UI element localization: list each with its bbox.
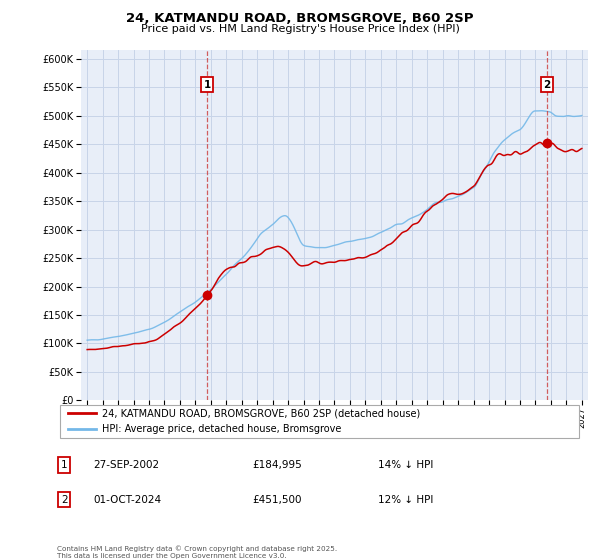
Text: 2: 2 [61,494,68,505]
Text: £451,500: £451,500 [252,494,302,505]
Text: 1: 1 [203,80,211,90]
Text: 1: 1 [61,460,68,470]
Text: 01-OCT-2024: 01-OCT-2024 [93,494,161,505]
Text: £184,995: £184,995 [252,460,302,470]
Text: 24, KATMANDU ROAD, BROMSGROVE, B60 2SP (detached house): 24, KATMANDU ROAD, BROMSGROVE, B60 2SP (… [101,408,420,418]
Text: 2: 2 [544,80,551,90]
Text: HPI: Average price, detached house, Bromsgrove: HPI: Average price, detached house, Brom… [101,424,341,435]
Text: 24, KATMANDU ROAD, BROMSGROVE, B60 2SP: 24, KATMANDU ROAD, BROMSGROVE, B60 2SP [126,12,474,25]
Text: Price paid vs. HM Land Registry's House Price Index (HPI): Price paid vs. HM Land Registry's House … [140,24,460,34]
Text: Contains HM Land Registry data © Crown copyright and database right 2025.
This d: Contains HM Land Registry data © Crown c… [57,545,337,559]
Text: 14% ↓ HPI: 14% ↓ HPI [378,460,433,470]
FancyBboxPatch shape [59,405,580,438]
Text: 12% ↓ HPI: 12% ↓ HPI [378,494,433,505]
Text: 27-SEP-2002: 27-SEP-2002 [93,460,159,470]
